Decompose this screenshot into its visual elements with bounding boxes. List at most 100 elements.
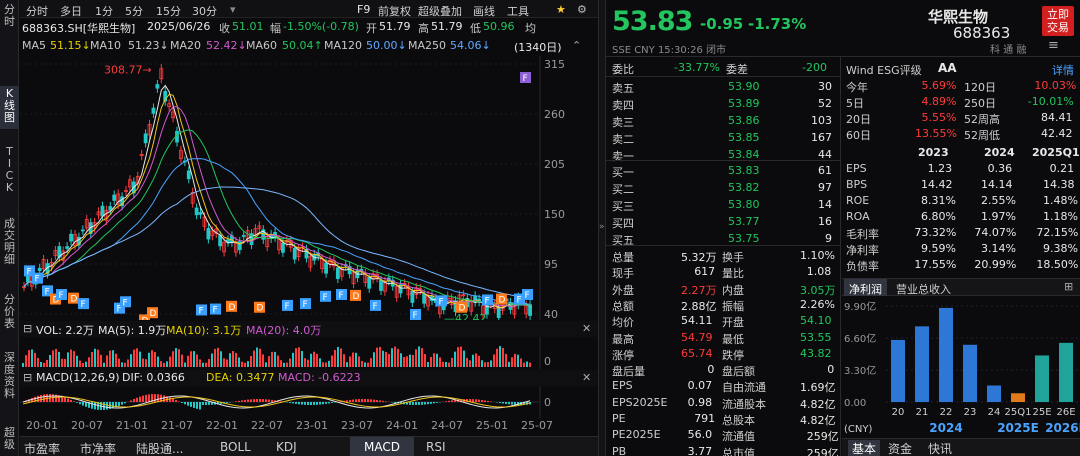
ask-price[interactable]: 53.89: [728, 97, 760, 110]
marker-text: D: [142, 316, 149, 320]
group-label: 2026E: [1045, 421, 1080, 435]
tab-net-profit[interactable]: 净利润: [844, 279, 887, 296]
marker-D: D: [456, 301, 467, 314]
panel-divider[interactable]: »: [598, 0, 606, 456]
minus-icon[interactable]: ⊟: [23, 322, 33, 335]
close-icon[interactable]: ✕: [582, 371, 592, 384]
indicator-tab-0[interactable]: 市盈率: [24, 442, 61, 456]
period-tab-multiday[interactable]: 多日: [60, 5, 82, 18]
x-tick-label: 23-01: [296, 419, 328, 432]
indicator-tab-5[interactable]: MACD: [350, 437, 414, 456]
tab-revenue[interactable]: 营业总收入: [896, 283, 951, 296]
volume-bar: [181, 354, 183, 367]
period-tab-5min[interactable]: 5分: [125, 5, 143, 18]
bid-price[interactable]: 53.83: [728, 164, 760, 177]
avg-label: 均: [525, 22, 536, 35]
marker-text: F: [117, 305, 122, 315]
minus-icon[interactable]: ⊟: [23, 371, 33, 384]
ask-price[interactable]: 53.85: [728, 131, 760, 144]
esg-detail-link[interactable]: 详情: [1052, 64, 1074, 77]
macd-bar: [163, 395, 165, 402]
settings-icon[interactable]: ⚙: [577, 3, 587, 16]
menu-chaojidiejia[interactable]: 超级叠加: [418, 5, 462, 18]
left-nav-5[interactable]: 深度资料: [4, 351, 15, 400]
kline-chart[interactable]: 3152602051509540308.77→—42.42FFFDFDFFFDD…: [20, 56, 598, 320]
macd-bar: [130, 400, 132, 402]
right-tab-1[interactable]: 资金: [888, 442, 913, 456]
expand-icon[interactable]: ⊞: [1064, 280, 1074, 293]
marker-text: F: [59, 291, 64, 301]
ask-volume: 44: [818, 148, 832, 161]
right-tab-2[interactable]: 快讯: [928, 442, 953, 456]
ask-price[interactable]: 53.90: [728, 80, 760, 93]
x-tick-label: 24: [988, 407, 1001, 418]
macd-bar: [88, 402, 90, 408]
marker-text: F: [439, 297, 444, 307]
fin-label: ROA: [846, 210, 870, 223]
chevron-up-icon[interactable]: ⌃: [572, 39, 582, 52]
volume-bar: [148, 352, 150, 367]
period-tab-15min[interactable]: 15分: [156, 5, 181, 18]
x-tick-label: 24-01: [386, 419, 418, 432]
ask-price[interactable]: 53.86: [728, 114, 760, 127]
marker-D: D: [50, 293, 61, 306]
left-nav-3[interactable]: 成交明细: [4, 217, 15, 266]
bid-price[interactable]: 53.82: [728, 181, 760, 194]
bid-price[interactable]: 53.77: [728, 215, 760, 228]
indicator-tab-3[interactable]: BOLL: [220, 440, 251, 454]
perf-value: -10.01%: [1027, 95, 1074, 108]
marker-text: F: [123, 298, 128, 308]
macd-bar: [406, 402, 408, 405]
macd-bar: [280, 401, 282, 402]
macd-bar: [418, 402, 420, 405]
volume-bar: [520, 358, 522, 367]
menu-icon[interactable]: ≡: [1048, 38, 1059, 53]
indicator-tab-1[interactable]: 市净率: [80, 442, 117, 456]
macd-bar: [322, 402, 324, 405]
stat-label: 自由流通: [722, 381, 766, 395]
macd-bar: [226, 402, 228, 403]
fin-label: 毛利率: [846, 228, 879, 241]
indicator-tab-4[interactable]: KDJ: [276, 440, 297, 454]
menu-qianfuquan[interactable]: 前复权: [378, 5, 411, 18]
trade-now-button[interactable]: 立即交易: [1042, 6, 1074, 36]
x-tick-label: 22-07: [251, 419, 283, 432]
macd-bar: [142, 395, 144, 402]
stat-value: 1.10%: [800, 249, 835, 262]
wei-bi-label: 委比: [612, 63, 634, 76]
indicator-tab-2[interactable]: 陆股通...: [136, 442, 184, 456]
marker-text: F: [525, 291, 530, 301]
macd-bar: [331, 402, 333, 403]
ask-price[interactable]: 53.84: [728, 148, 760, 161]
period-tab-30min[interactable]: 30分: [192, 5, 217, 18]
left-nav-0[interactable]: 分时: [4, 3, 15, 28]
ma5-label: MA5: [22, 39, 47, 52]
indicator-tab-6[interactable]: RSI: [426, 440, 446, 454]
volume-bar: [136, 348, 138, 367]
macd-bar: [106, 402, 108, 410]
bid-price[interactable]: 53.75: [728, 232, 760, 245]
star-icon[interactable]: ★: [556, 3, 566, 16]
left-nav-6[interactable]: 超级: [4, 426, 15, 451]
menu-gongju[interactable]: 工具: [507, 5, 529, 18]
fin-value: 2.55%: [981, 194, 1016, 207]
marker-text: F: [35, 275, 40, 285]
close-icon[interactable]: ✕: [582, 322, 592, 335]
bid-price[interactable]: 53.80: [728, 198, 760, 211]
menu-huaxian[interactable]: 画线: [473, 5, 495, 18]
volume-bar: [130, 354, 132, 367]
macd-bar: [310, 402, 312, 405]
chevron-right-icon[interactable]: »: [599, 222, 605, 232]
macd-bar: [265, 399, 267, 402]
period-tab-1min[interactable]: 1分: [95, 5, 113, 18]
right-tab-0[interactable]: 基本: [848, 440, 881, 456]
left-nav-4[interactable]: 分价表: [4, 293, 15, 330]
stat-label: EPS2025E: [612, 395, 668, 409]
period-more-icon[interactable]: ▾: [230, 3, 236, 16]
marker-F: F: [78, 298, 89, 310]
volume-bar: [106, 355, 108, 367]
f9-button[interactable]: F9: [357, 3, 371, 16]
period-tab-fenshi[interactable]: 分时: [26, 5, 48, 18]
